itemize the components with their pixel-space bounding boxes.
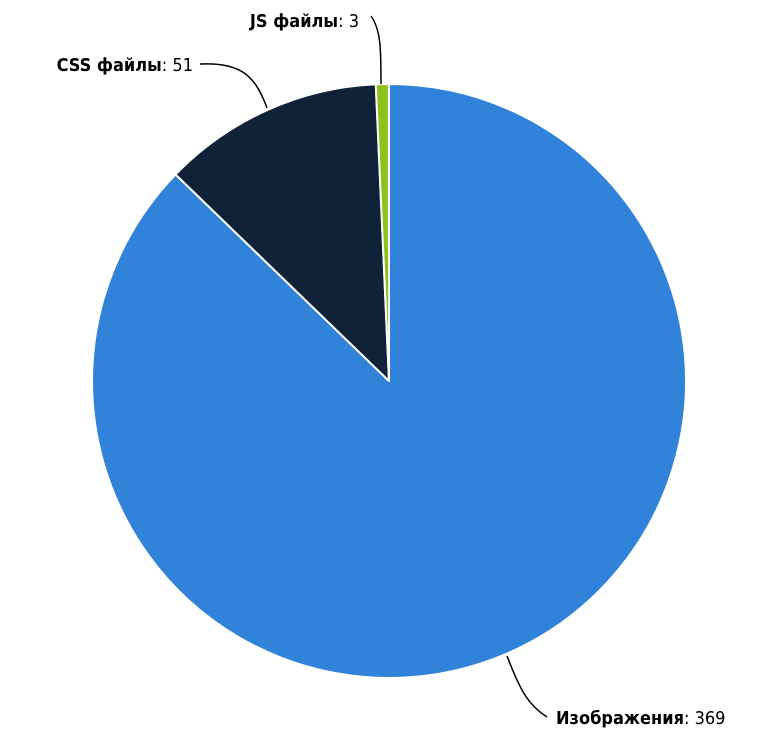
data-label-name: Изображения: [556, 708, 684, 729]
data-labels: Изображения: 369 CSS файлы: 51 JS файлы: 3: [57, 11, 726, 729]
label-connector-2: [199, 63, 268, 109]
label-connectors: [199, 15, 548, 718]
label-connector-1: [506, 655, 548, 718]
label-connector-3: [370, 15, 382, 85]
data-label-value: 51: [172, 55, 193, 76]
data-label-value: 3: [349, 11, 359, 32]
data-label-3: JS файлы: 3: [249, 11, 359, 32]
pie-slice-1[interactable]: [91, 83, 687, 679]
data-label-separator: :: [338, 11, 349, 32]
data-label-1: Изображения: 369: [556, 708, 725, 729]
data-label-name: JS файлы: [249, 11, 338, 32]
data-label-separator: :: [684, 708, 695, 729]
data-label-2: CSS файлы: 51: [57, 55, 193, 76]
data-label-name: CSS файлы: [57, 55, 162, 76]
pie-slices: [91, 83, 687, 679]
data-label-separator: :: [162, 55, 173, 76]
pie-slice-2[interactable]: [174, 83, 390, 382]
pie-slice-3[interactable]: [374, 83, 390, 382]
data-label-value: 369: [695, 708, 726, 729]
